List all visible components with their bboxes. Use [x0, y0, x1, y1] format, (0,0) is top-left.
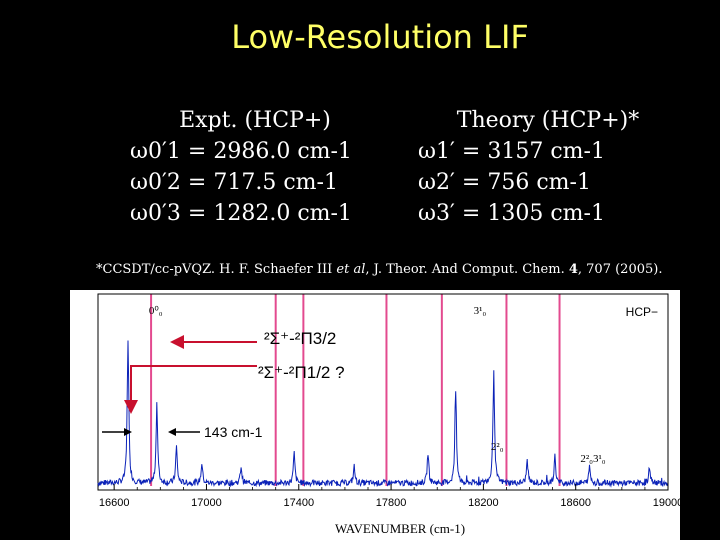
peak-label-0: 0⁰₀ — [149, 305, 163, 317]
x-tick-label-0: 16600 — [99, 497, 130, 509]
x-tick-label-4: 18200 — [468, 497, 499, 509]
theory-omega3: ω3′ = 1305 cm-1 — [418, 201, 605, 226]
x-axis-label: WAVENUMBER (cm-1) — [335, 521, 465, 536]
expt-heading: Expt. (HCP+) — [179, 108, 331, 133]
x-tick-label-3: 17800 — [376, 497, 407, 509]
transition-arrowhead-2 — [124, 400, 138, 414]
theory-heading: Theory (HCP+)* — [456, 108, 640, 133]
peak-labels: 0⁰₀ 3¹₀ 2²₀ 2²₀3¹₀ — [149, 305, 606, 465]
lif-spectrum-chart: 16600 17000 17400 17800 18200 18600 19000 WAVE… — [70, 290, 680, 540]
peak-label-1: 3¹₀ — [474, 305, 487, 317]
ref-volume: 4 — [568, 262, 578, 277]
x-axis-ticks — [113, 484, 669, 490]
x-tick-label-6: 19000 — [653, 497, 680, 509]
x-tick-label-1: 17000 — [191, 497, 222, 509]
spectrum-trace — [97, 340, 669, 488]
theory-column: Theory (HCP+)* ω1′ = 3157 cm-1 ω2′ = 756… — [418, 105, 678, 229]
peak-label-3: 2²₀3¹₀ — [580, 453, 605, 465]
peak-label-2: 2²₀ — [491, 441, 504, 453]
expt-omega2: ω0′2 = 717.5 cm-1 — [130, 170, 338, 195]
reference-footnote: *CCSDT/cc-pVQZ. H. F. Schaefer III et al… — [96, 262, 716, 277]
theory-omega2: ω2′ = 756 cm-1 — [418, 170, 591, 195]
x-tick-label-5: 18600 — [560, 497, 591, 509]
transition-arrowhead-1 — [170, 335, 184, 349]
legend-label: HCP− — [626, 305, 658, 319]
splitting-arrowhead-right — [168, 428, 176, 436]
splitting-arrowhead-left — [124, 428, 132, 436]
expt-omega1: ω0′1 = 2986.0 cm-1 — [130, 139, 352, 164]
ref-etal: et al — [336, 262, 366, 277]
transition-label-2: ²Σ⁺-²Π1/2 ? — [258, 363, 345, 382]
slide-title: Low-Resolution LIF — [231, 18, 529, 56]
x-axis-tick-labels: 16600 17000 17400 17800 18200 18600 19000 — [99, 497, 680, 509]
theory-omega1: ω1′ = 3157 cm-1 — [418, 139, 605, 164]
ref-middle: , J. Theor. And Comput. Chem. — [365, 262, 569, 277]
expt-omega3: ω0′3 = 1282.0 cm-1 — [130, 201, 352, 226]
chart-background — [70, 290, 680, 540]
marker-lines — [150, 294, 561, 486]
experiment-column: Expt. (HCP+) ω0′1 = 2986.0 cm-1 ω0′2 = 7… — [130, 105, 380, 229]
transition-label-1: ²Σ⁺-²Π3/2 — [264, 329, 336, 348]
x-tick-label-2: 17400 — [283, 497, 314, 509]
splitting-label: 143 cm-1 — [204, 424, 263, 440]
ref-suffix: , 707 (2005). — [577, 262, 663, 277]
plot-frame — [97, 293, 669, 491]
ref-prefix: *CCSDT/cc-pVQZ. H. F. Schaefer III — [96, 262, 337, 277]
